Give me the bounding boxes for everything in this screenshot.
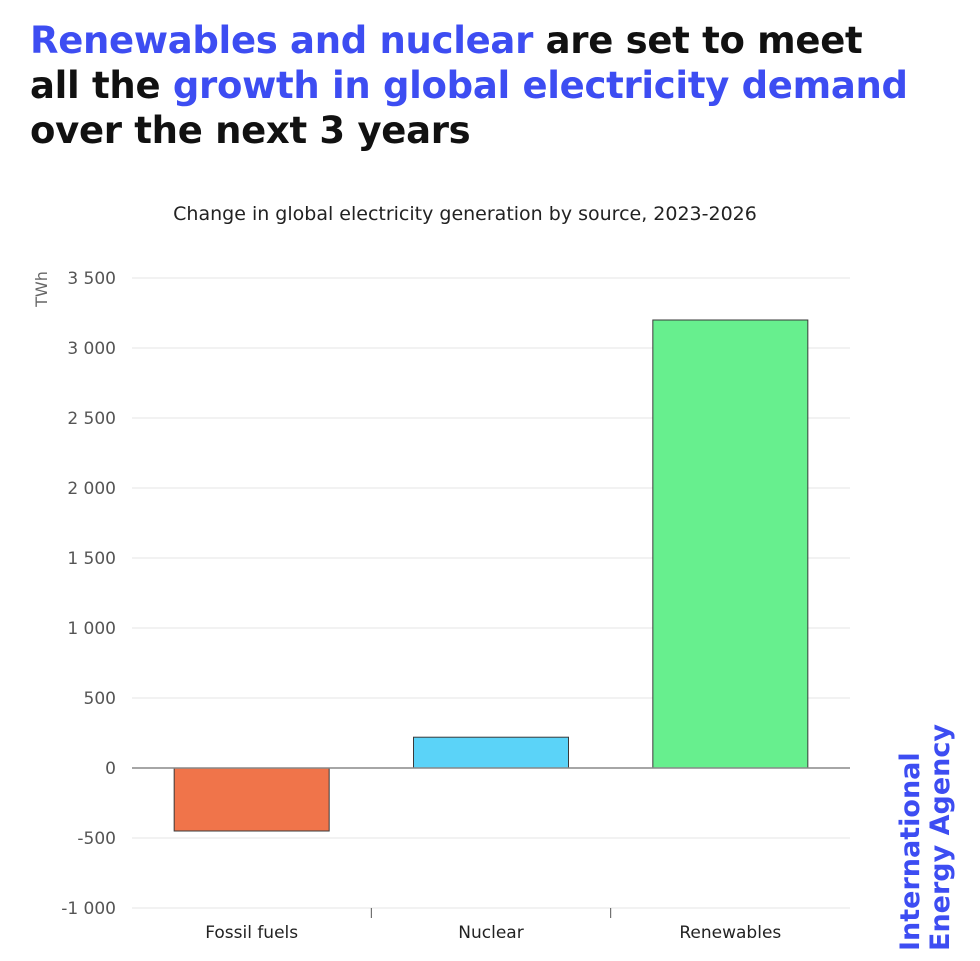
y-tick-label: 3 000	[67, 339, 116, 359]
headline: Renewables and nuclear are set to meet a…	[30, 18, 910, 153]
y-tick-label: -500	[77, 829, 116, 849]
brand-line-2: Energy Agency	[925, 724, 956, 951]
headline-text-1: are set to meet all the	[30, 19, 863, 107]
y-tick-label: 2 500	[67, 409, 116, 429]
y-tick-label: 1 000	[67, 619, 116, 639]
x-tick-label: Renewables	[679, 923, 781, 943]
headline-highlight-2: growth in global electricity demand	[172, 64, 908, 107]
bar-nuclear	[413, 736, 569, 769]
y-tick-label: 0	[105, 759, 116, 779]
headline-highlight-1: Renewables and nuclear	[30, 19, 534, 62]
brand-line-1: International	[895, 752, 926, 951]
x-tick-label: Nuclear	[458, 923, 523, 943]
x-tick-label: Fossil fuels	[205, 923, 298, 943]
y-tick-label: 3 500	[67, 269, 116, 289]
y-tick-label: 2 000	[67, 479, 116, 499]
iea-logo: International Energy Agency	[895, 724, 956, 951]
y-tick-label: 500	[84, 689, 116, 709]
bar-renewables	[652, 319, 809, 769]
y-axis-label: TWh	[32, 271, 51, 308]
y-tick-label: -1 000	[61, 899, 116, 919]
chart-title: Change in global electricity generation …	[173, 203, 757, 225]
headline-text-2: over the next 3 years	[30, 109, 471, 152]
bar-fossil-fuels	[173, 767, 330, 832]
y-tick-label: 1 500	[67, 549, 116, 569]
